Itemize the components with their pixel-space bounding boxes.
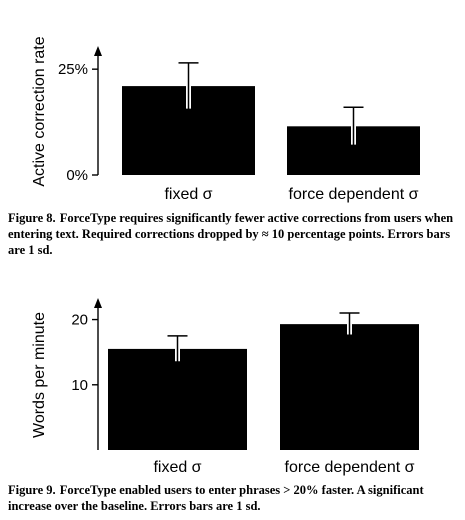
y-axis-title: Active correction rate bbox=[31, 36, 48, 186]
bar-2 bbox=[280, 324, 419, 450]
y-axis-arrow bbox=[94, 46, 102, 56]
figure8-caption: Figure 8. ForceType requires significantl… bbox=[8, 210, 458, 258]
bar-1 bbox=[108, 348, 247, 450]
chart-2: 10 20 Words per minute fixed σ force depende… bbox=[31, 298, 419, 476]
figure9-caption: Figure 9. ForceType enabled users to ente… bbox=[8, 482, 458, 514]
category-label: force dependent σ bbox=[285, 459, 415, 476]
y-tick-label: 0% bbox=[66, 167, 88, 184]
chart-1: 0% 25% Active correction rate fixed σ force … bbox=[31, 36, 420, 203]
figure8-lead: Figure 8. bbox=[8, 211, 56, 225]
category-label: force dependent σ bbox=[289, 186, 419, 203]
y-axis-arrow bbox=[94, 298, 102, 308]
category-label: fixed σ bbox=[164, 186, 212, 203]
y-tick-label: 25% bbox=[58, 61, 88, 78]
figure9-lead: Figure 9. bbox=[8, 483, 56, 497]
y-tick-label: 10 bbox=[71, 377, 88, 394]
y-tick-label: 20 bbox=[71, 312, 88, 329]
figure9-caption-text: ForceType enabled users to enter phrases… bbox=[8, 483, 424, 513]
figure8-caption-text: ForceType requires significantly fewer a… bbox=[8, 211, 454, 257]
y-axis-title: Words per minute bbox=[31, 312, 48, 438]
category-label: fixed σ bbox=[153, 459, 201, 476]
